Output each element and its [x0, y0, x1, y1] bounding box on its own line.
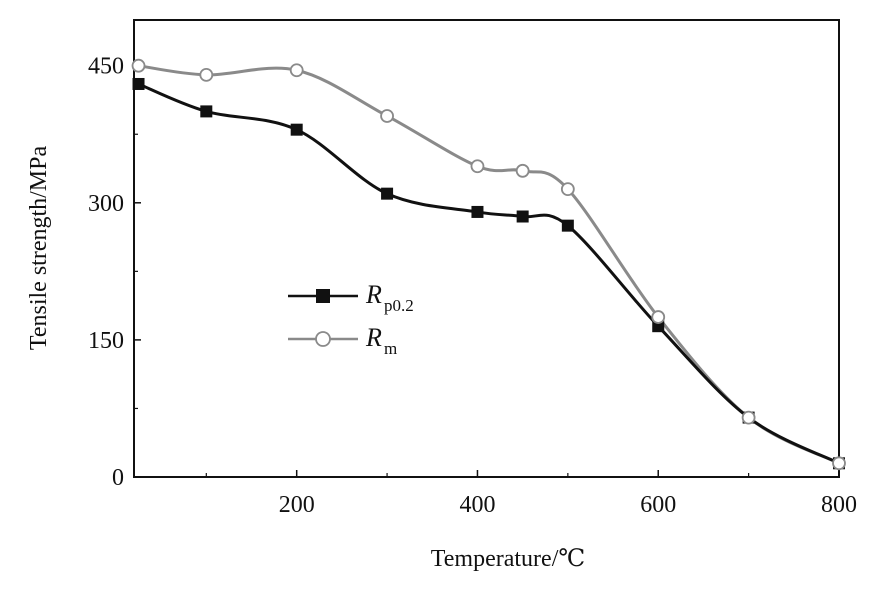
data-point-rm	[741, 410, 756, 425]
x-axis-ticks: 200 400 600 800	[205, 470, 857, 518]
x-tick-label: 400	[459, 492, 495, 518]
data-point-rm	[515, 163, 530, 178]
y-axis-label: Tensile strength/MPa	[26, 146, 52, 351]
x-axis-label: Temperature/℃	[431, 546, 585, 572]
data-point-rm	[832, 456, 846, 471]
legend-marker-rp02	[316, 289, 330, 303]
data-point-rp02	[561, 219, 574, 232]
data-point-rp02	[516, 210, 529, 223]
y-tick-label: 0	[112, 465, 124, 491]
data-point-rm	[560, 182, 575, 196]
y-tick-label: 450	[88, 54, 124, 80]
x-tick-label: 200	[279, 492, 315, 518]
legend-label-rp02: R	[365, 280, 382, 309]
plot-frame	[133, 19, 840, 478]
legend-sub-rm: m	[384, 339, 397, 358]
data-point-rm	[470, 159, 485, 174]
data-point-rp02	[200, 105, 213, 118]
data-point-rp02	[471, 205, 484, 218]
y-axis-ticks: 0 150 300 450	[88, 54, 141, 491]
data-point-rm	[131, 58, 146, 73]
series-layer	[131, 58, 846, 471]
data-point-rm	[380, 109, 394, 123]
data-point-rm	[289, 63, 304, 78]
data-point-rp02	[381, 187, 394, 200]
legend: R p0.2 R m	[288, 280, 414, 358]
legend-label-rm: R	[365, 323, 382, 352]
data-point-rp02	[132, 77, 145, 90]
series-line-0	[137, 82, 840, 465]
x-tick-label: 600	[640, 492, 676, 518]
legend-sub-rp02: p0.2	[384, 296, 414, 315]
data-point-rm	[199, 67, 214, 82]
data-point-rp02	[290, 123, 303, 136]
y-tick-label: 300	[88, 191, 124, 217]
y-tick-label: 150	[88, 328, 124, 354]
data-point-rm	[651, 310, 666, 324]
x-tick-label: 800	[821, 492, 857, 518]
legend-marker-rm	[315, 331, 331, 347]
